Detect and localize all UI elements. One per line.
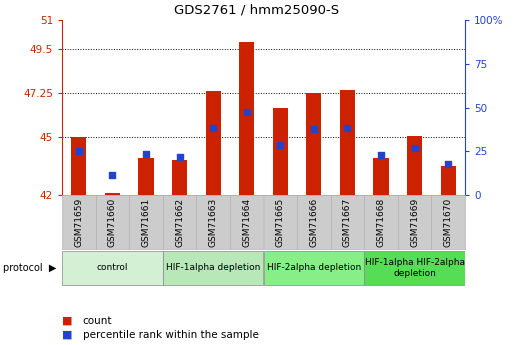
Bar: [364, 251, 465, 285]
Text: HIF-1alpha depletion: HIF-1alpha depletion: [166, 264, 260, 273]
Point: [142, 151, 150, 157]
Bar: [71, 137, 86, 195]
Text: GSM71669: GSM71669: [410, 197, 419, 247]
Bar: [129, 195, 163, 249]
Bar: [95, 195, 129, 249]
Bar: [264, 251, 364, 285]
Text: GSM71661: GSM71661: [142, 197, 150, 247]
Point: [410, 145, 419, 150]
Text: GSM71664: GSM71664: [242, 197, 251, 247]
Point: [243, 109, 251, 115]
Bar: [340, 90, 355, 195]
Text: GDS2761 / hmm25090-S: GDS2761 / hmm25090-S: [174, 3, 339, 17]
Point: [209, 126, 217, 131]
Bar: [196, 195, 230, 249]
Point: [108, 172, 116, 178]
Text: GSM71659: GSM71659: [74, 197, 83, 247]
Text: ■: ■: [62, 316, 72, 326]
Bar: [431, 195, 465, 249]
Point: [343, 126, 351, 131]
Bar: [441, 166, 456, 195]
Bar: [331, 195, 364, 249]
Text: ■: ■: [62, 330, 72, 340]
Bar: [62, 251, 163, 285]
Bar: [297, 195, 331, 249]
Text: GSM71670: GSM71670: [444, 197, 452, 247]
Text: GSM71662: GSM71662: [175, 197, 184, 247]
Text: GSM71667: GSM71667: [343, 197, 352, 247]
Bar: [407, 136, 422, 195]
Point: [444, 161, 452, 166]
Text: GSM71663: GSM71663: [209, 197, 218, 247]
Point: [175, 154, 184, 159]
Bar: [373, 158, 389, 195]
Text: HIF-2alpha depletion: HIF-2alpha depletion: [267, 264, 361, 273]
Bar: [62, 195, 95, 249]
Bar: [163, 251, 264, 285]
Point: [310, 127, 318, 132]
Bar: [306, 93, 322, 195]
Text: control: control: [96, 264, 128, 273]
Bar: [172, 160, 187, 195]
Point: [276, 142, 284, 148]
Text: count: count: [83, 316, 112, 326]
Bar: [230, 195, 264, 249]
Text: GSM71666: GSM71666: [309, 197, 319, 247]
Text: GSM71665: GSM71665: [276, 197, 285, 247]
Bar: [364, 195, 398, 249]
Bar: [163, 195, 196, 249]
Text: HIF-1alpha HIF-2alpha
depletion: HIF-1alpha HIF-2alpha depletion: [365, 258, 465, 278]
Point: [377, 152, 385, 158]
Point: [75, 148, 83, 154]
Text: GSM71660: GSM71660: [108, 197, 117, 247]
Bar: [398, 195, 431, 249]
Bar: [264, 195, 297, 249]
Text: GSM71668: GSM71668: [377, 197, 386, 247]
Bar: [105, 193, 120, 195]
Bar: [273, 108, 288, 195]
Text: protocol  ▶: protocol ▶: [4, 263, 57, 273]
Bar: [239, 42, 254, 195]
Bar: [206, 91, 221, 195]
Text: percentile rank within the sample: percentile rank within the sample: [83, 330, 259, 340]
Bar: [139, 158, 153, 195]
